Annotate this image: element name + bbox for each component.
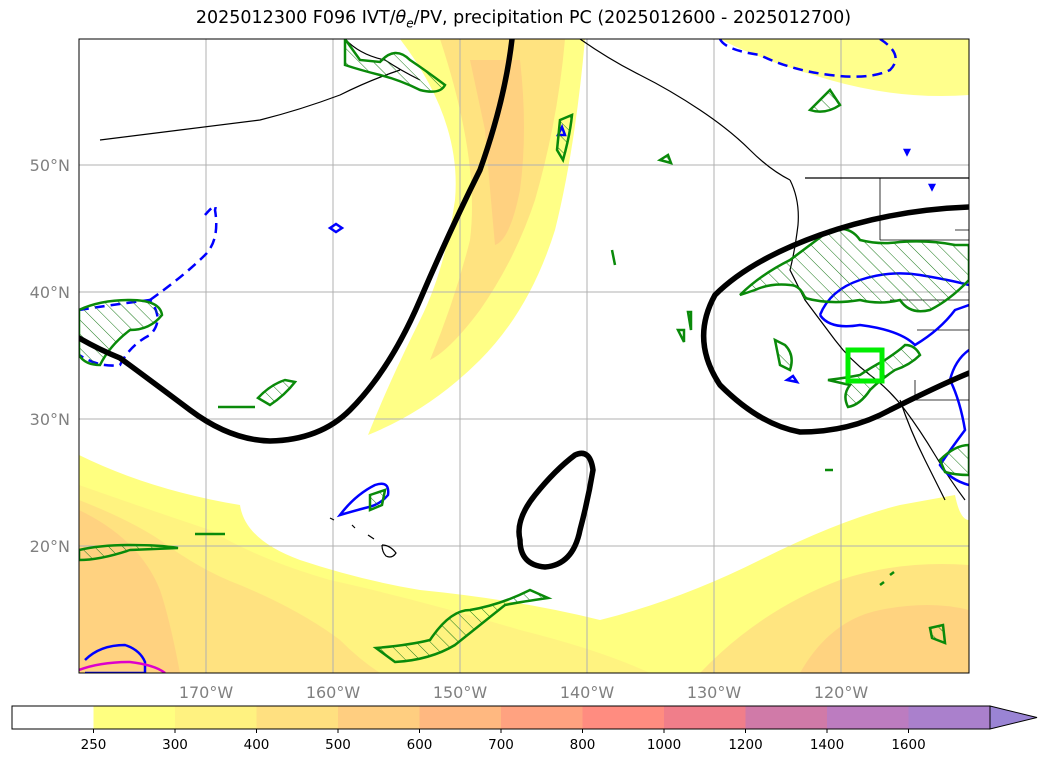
lon-label-130w: 130°W bbox=[687, 683, 742, 702]
pv-contours bbox=[79, 39, 969, 570]
coastline-alaska-panhandle bbox=[579, 39, 791, 181]
lat-label-50: 50°N bbox=[30, 156, 70, 175]
dashed-contour-west-upper bbox=[149, 204, 218, 302]
colorbar: 250 300 400 500 600 700 800 1000 1200 1400 1600 bbox=[11, 705, 1038, 753]
coastline-hawaii bbox=[329, 517, 397, 558]
colorbar-tick-label: 700 bbox=[488, 737, 514, 753]
chart-title: 2025012300 F096 IVT/θe/PV, precipitation… bbox=[195, 8, 852, 31]
colorbar-segment bbox=[664, 706, 746, 729]
lon-label-140w: 140°W bbox=[560, 683, 615, 702]
map-frame bbox=[78, 38, 970, 674]
colorbar-segment bbox=[175, 706, 257, 729]
colorbar-tick-label: 1200 bbox=[728, 737, 762, 753]
dashed-contour-northeast bbox=[718, 39, 897, 78]
colorbar-tick-label: 1000 bbox=[647, 737, 681, 753]
precip-region-north-small bbox=[555, 88, 842, 165]
colorbar-segment bbox=[501, 706, 583, 729]
map-area bbox=[79, 39, 969, 673]
precip-region-southwest bbox=[79, 532, 225, 562]
colorbar-segment bbox=[338, 706, 420, 729]
colorbar-segment bbox=[582, 706, 665, 729]
colorbar-segment bbox=[12, 706, 94, 729]
pv-contour-cutoff bbox=[516, 450, 596, 570]
pv-contour-trough bbox=[79, 39, 515, 444]
solid-contour-hawaii bbox=[336, 482, 390, 518]
lat-label-40: 40°N bbox=[30, 283, 70, 302]
precip-region-south bbox=[372, 588, 553, 664]
precipitation-contours bbox=[79, 39, 969, 664]
colorbar-segment bbox=[745, 706, 828, 729]
longitude-labels: 170°W 160°W 150°W 140°W 130°W 120°W bbox=[179, 683, 869, 702]
precip-region-mid bbox=[218, 378, 298, 409]
pv-contour-ridge bbox=[700, 204, 969, 435]
coastline-north-america bbox=[789, 179, 966, 501]
lon-label-150w: 150°W bbox=[433, 683, 488, 702]
precip-region-southeast bbox=[938, 443, 969, 477]
lon-label-120w: 120°W bbox=[814, 683, 869, 702]
latitude-labels: 50°N 40°N 30°N 20°N bbox=[30, 156, 70, 556]
lat-label-20: 20°N bbox=[30, 537, 70, 556]
region-highlight-box bbox=[845, 347, 885, 384]
precip-region-central-east bbox=[610, 249, 793, 372]
colorbar-tick-label: 500 bbox=[325, 737, 351, 753]
ivt-patch-northeast bbox=[720, 39, 969, 96]
dashed-contour-west bbox=[79, 298, 159, 367]
colorbar-segment bbox=[419, 706, 502, 729]
solid-contour-southwest-corner bbox=[84, 643, 147, 673]
precip-region-alaska bbox=[343, 39, 447, 93]
lat-label-30: 30°N bbox=[30, 410, 70, 429]
ivt-band-south-east-core bbox=[800, 605, 969, 673]
colorbar-segment bbox=[827, 706, 909, 729]
colorbar-extend-arrow bbox=[989, 705, 1038, 730]
colorbar-segment bbox=[908, 706, 991, 729]
colorbar-segment bbox=[93, 706, 176, 729]
colorbar-tick-label: 1400 bbox=[810, 737, 844, 753]
colorbar-tick-label: 600 bbox=[407, 737, 433, 753]
coastline-baja bbox=[899, 399, 946, 501]
lon-label-160w: 160°W bbox=[306, 683, 361, 702]
precip-region-socal bbox=[827, 343, 922, 409]
colorbar-segment bbox=[256, 706, 339, 729]
solid-contour-small-1 bbox=[327, 222, 345, 234]
colorbar-tick-label: 250 bbox=[81, 737, 107, 753]
colorbar-tick-label: 400 bbox=[244, 737, 270, 753]
lon-label-170w: 170°W bbox=[179, 683, 234, 702]
colorbar-tick-label: 300 bbox=[162, 737, 188, 753]
colorbar-tick-label: 800 bbox=[570, 737, 596, 753]
precip-region-southeast-small bbox=[825, 468, 947, 645]
solid-contour-pv-magenta bbox=[79, 660, 166, 673]
colorbar-tick-label: 1600 bbox=[891, 737, 925, 753]
theta-e-dashed-contours bbox=[79, 39, 897, 367]
precip-region-hawaii bbox=[368, 488, 387, 512]
ivt-plume-north-core bbox=[470, 60, 524, 245]
